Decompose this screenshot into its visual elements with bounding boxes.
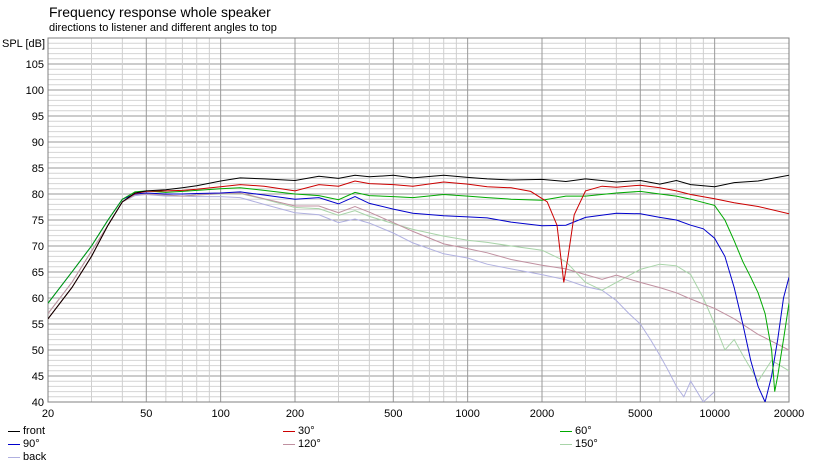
legend-label: 90° xyxy=(23,438,40,450)
legend-swatch xyxy=(283,443,295,445)
y-tick-label: 65 xyxy=(32,267,44,279)
x-tick-label: 2000 xyxy=(530,408,554,420)
legend-label: 60° xyxy=(575,425,592,437)
legend-swatch xyxy=(8,430,20,432)
x-tick-label: 20000 xyxy=(774,408,805,420)
y-tick-label: 70 xyxy=(32,241,44,253)
y-tick-label: 95 xyxy=(32,111,44,123)
series-line-1 xyxy=(48,180,789,320)
legend-label: front xyxy=(23,425,46,437)
chart-subtitle: directions to listener and different ang… xyxy=(49,22,277,34)
y-tick-label: 60 xyxy=(32,293,44,305)
x-tick-label: 100 xyxy=(211,408,229,420)
y-tick-label: 105 xyxy=(26,59,44,71)
x-tick-label: 1000 xyxy=(455,408,479,420)
y-tick-label: 100 xyxy=(26,85,44,97)
x-tick-label: 10000 xyxy=(699,408,730,420)
series-line-0 xyxy=(48,174,789,320)
legend-item: 60° xyxy=(560,425,592,437)
legend-item: 30° xyxy=(283,425,315,437)
series-line-6 xyxy=(48,193,715,402)
y-tick-label: 50 xyxy=(32,345,44,357)
y-tick-label: 45 xyxy=(32,371,44,383)
legend-label: back xyxy=(23,451,47,463)
legend-item: back xyxy=(8,451,46,463)
plot-frame xyxy=(47,37,790,403)
legend-swatch xyxy=(8,456,20,458)
y-axis-label: SPL [dB] xyxy=(2,38,46,50)
legend-swatch xyxy=(560,430,572,432)
series-line-2 xyxy=(48,187,789,392)
legend-swatch xyxy=(8,443,20,445)
y-tick-label: 40 xyxy=(32,397,44,409)
series-line-3 xyxy=(48,191,789,402)
y-tick-label: 90 xyxy=(32,137,44,149)
y-tick-label: 75 xyxy=(32,215,44,227)
x-tick-label: 5000 xyxy=(628,408,652,420)
y-tick-label: 55 xyxy=(32,319,44,331)
legend-item: 90° xyxy=(8,438,40,450)
legend-label: 150° xyxy=(575,438,598,450)
x-tick-label: 50 xyxy=(140,408,152,420)
y-tick-label: 85 xyxy=(32,163,44,175)
legend-label: 120° xyxy=(298,438,321,450)
chart-title: Frequency response whole speaker xyxy=(49,4,271,20)
x-tick-label: 20 xyxy=(42,408,54,420)
legend-item: 150° xyxy=(560,438,598,450)
legend-label: 30° xyxy=(298,425,315,437)
legend-swatch xyxy=(283,430,295,432)
x-tick-label: 200 xyxy=(286,408,304,420)
x-tick-label: 500 xyxy=(384,408,402,420)
series-line-4 xyxy=(48,192,789,351)
legend-item: 120° xyxy=(283,438,321,450)
y-tick-label: 80 xyxy=(32,189,44,201)
legend-item: front xyxy=(8,425,45,437)
legend-swatch xyxy=(560,443,572,445)
